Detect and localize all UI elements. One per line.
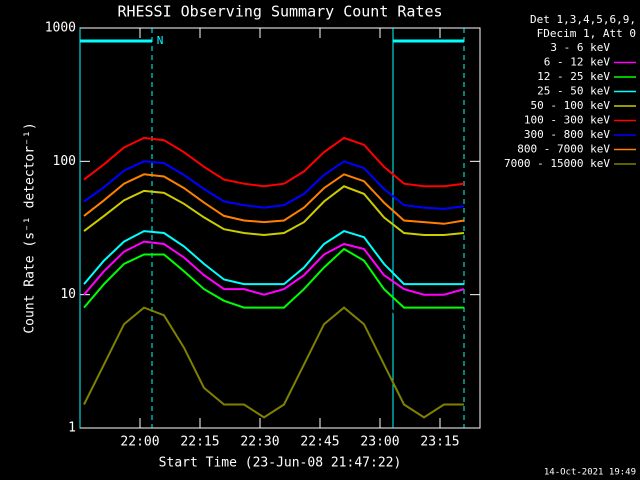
x-tick-label: 22:30 [240, 435, 279, 450]
x-tick-label: 23:00 [360, 435, 399, 450]
x-tick-label: 22:45 [300, 435, 339, 450]
legend-label: 25 - 50 keV [537, 85, 610, 98]
legend-label: 12 - 25 keV [537, 70, 610, 83]
series-line [83, 240, 465, 296]
legend-label: 300 - 800 keV [524, 128, 610, 141]
chart-title: RHESSI Observing Summary Count Rates [117, 3, 442, 21]
x-tick-label: 22:15 [180, 435, 219, 450]
y-axis-label: Count Rate (s⁻¹ detector⁻¹) [23, 122, 38, 333]
plot-frame [79, 27, 481, 429]
series-line [83, 173, 465, 225]
series-line [83, 136, 465, 188]
series-line [83, 160, 465, 210]
legend-header: Det 1,3,4,5,6,9, [530, 13, 636, 26]
night-label: N [157, 34, 164, 47]
y-tick-label: 1 [68, 421, 76, 436]
series-line [83, 185, 465, 237]
y-tick-label: 1000 [45, 21, 76, 36]
legend-header: FDecim 1, Att 0 [537, 27, 636, 40]
x-tick-label: 22:00 [120, 435, 159, 450]
legend-label: 100 - 300 keV [524, 114, 610, 127]
y-tick-label: 100 [53, 154, 76, 169]
series-line [83, 306, 464, 419]
legend-label: 800 - 7000 keV [517, 143, 610, 156]
legend-label: 6 - 12 keV [544, 56, 611, 69]
series-line [83, 230, 464, 286]
x-axis-label: Start Time (23-Jun-08 21:47:22) [159, 456, 402, 471]
x-tick-label: 23:15 [420, 435, 459, 450]
legend-label: 3 - 6 keV [550, 41, 610, 54]
series-line [83, 256, 464, 331]
y-tick-label: 10 [60, 287, 76, 302]
legend-label: 50 - 100 keV [531, 99, 611, 112]
legend-label: 7000 - 15000 keV [504, 157, 610, 170]
series-line [83, 247, 464, 309]
timestamp: 14-Oct-2021 19:49 [544, 468, 636, 478]
